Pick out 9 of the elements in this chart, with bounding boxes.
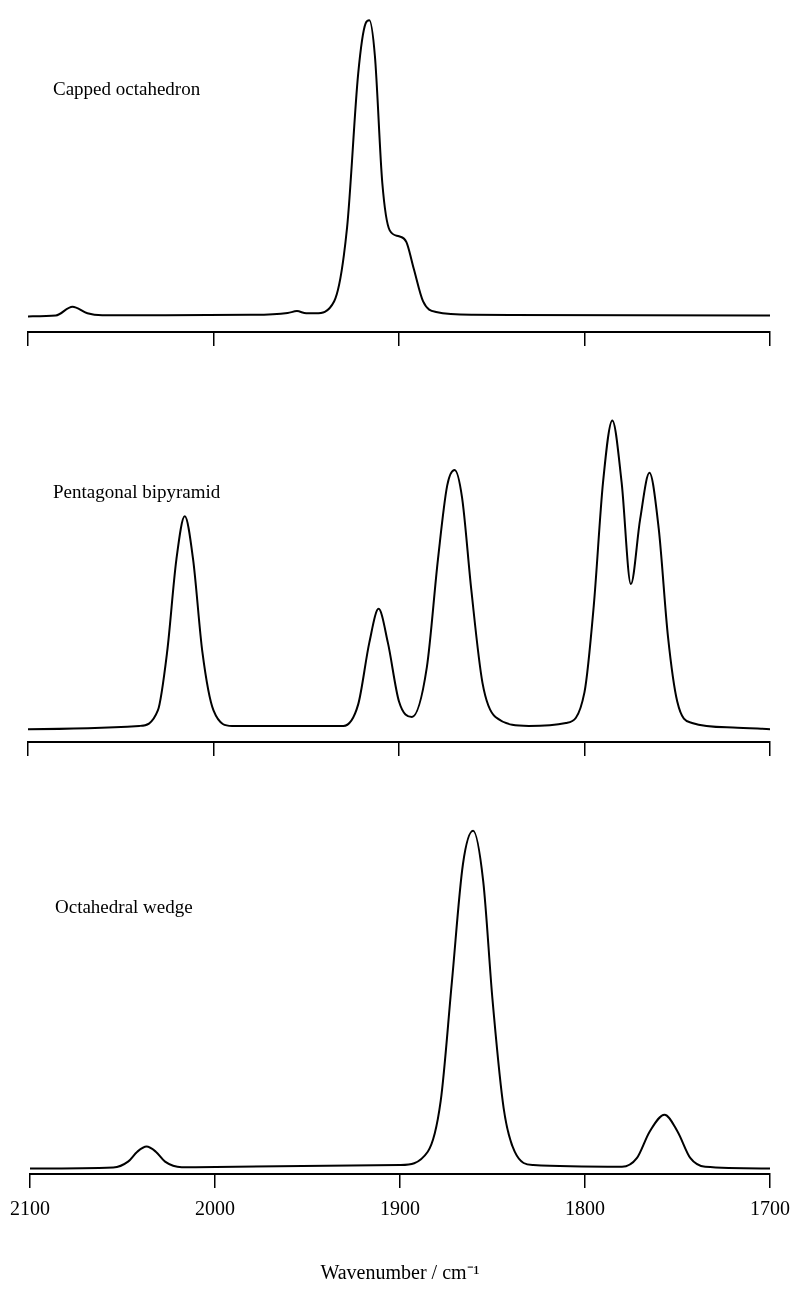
x-tick-label: 1900 [380,1197,420,1220]
text: Pentagonal bipyramid [53,480,221,502]
x-tick-label: 1800 [565,1197,605,1220]
text: Octahedral wedge [55,895,193,917]
x-tick-label: 1700 [750,1197,790,1220]
text: Capped octahedron [53,78,201,100]
x-tick-label: 2100 [10,1197,50,1220]
x-tick-label: 2000 [195,1197,235,1220]
x-axis-title: Wavenumber / cm⁻¹ [320,1261,480,1284]
